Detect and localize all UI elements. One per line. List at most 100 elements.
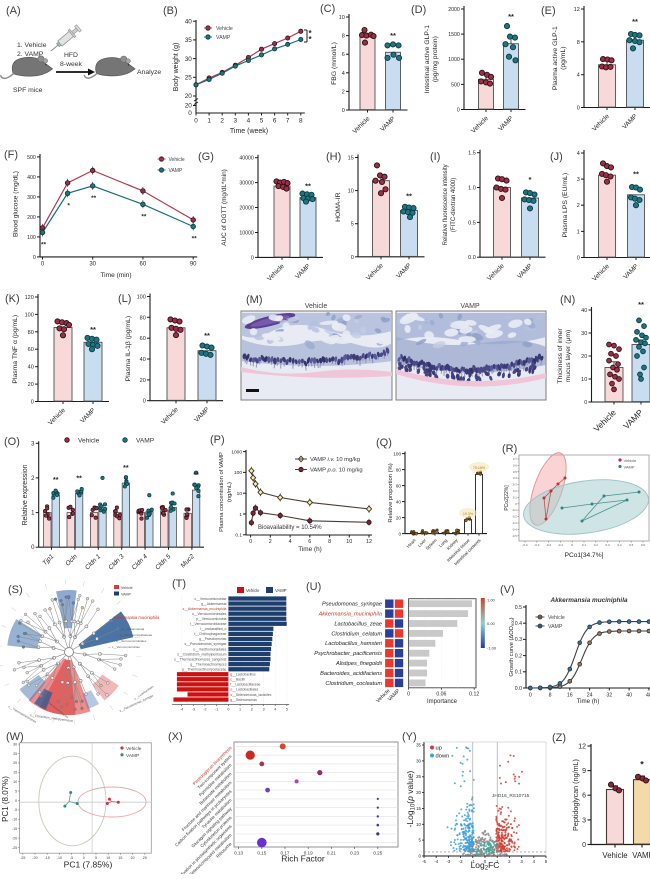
svg-text:8: 8 [328,539,331,545]
svg-text:(E): (E) [541,5,556,17]
svg-text:3: 3 [262,708,264,712]
svg-text:0.1: 0.1 [235,533,242,539]
svg-text:s__Akkermansia_muciniphila: s__Akkermansia_muciniphila [182,607,226,611]
svg-text:(R): (R) [502,443,517,455]
svg-text:0: 0 [249,539,252,545]
svg-text:(Q): (Q) [376,437,392,449]
svg-text:6: 6 [273,118,277,125]
svg-text:**: ** [53,477,59,484]
svg-text:Relative fluorescence intensit: Relative fluorescence intensity [443,164,449,245]
svg-text:Vehicle: Vehicle [305,303,328,310]
svg-text:0: 0 [31,400,34,406]
svg-text:f__Lactobacillaceae: f__Lactobacillaceae [230,683,260,687]
svg-text:0.3: 0.3 [515,637,522,643]
svg-text:— f__Verrucomicrobiaceae: — f__Verrucomicrobiaceae [116,633,153,637]
svg-text:Intestinal active GLP-1: Intestinal active GLP-1 [424,25,431,94]
svg-text:(T): (T) [172,578,186,590]
svg-text:1500: 1500 [448,32,460,38]
svg-text:PCo1[34.7%]: PCo1[34.7%] [565,552,604,559]
svg-text:12: 12 [574,7,580,13]
svg-text:0: 0 [398,531,401,536]
svg-text:s__Pseudomonas_syringae: s__Pseudomonas_syringae [185,642,227,646]
svg-text:0.2: 0.2 [513,489,517,493]
svg-text:Importance: Importance [427,699,458,705]
svg-text:-2: -2 [459,859,463,864]
svg-text:2: 2 [269,539,272,545]
svg-text:6: 6 [342,52,345,58]
svg-text:12: 12 [366,539,372,545]
svg-text:-0.4: -0.4 [522,543,528,547]
svg-text:0: 0 [407,691,410,697]
svg-text:Time (h): Time (h) [298,546,322,553]
svg-text:1: 1 [239,708,241,712]
svg-text:4: 4 [577,73,580,79]
svg-text:Vehicle: Vehicle [624,458,638,463]
svg-text:20: 20 [140,378,146,384]
svg-text:VAMP: VAMP [632,851,650,860]
svg-text:(K): (K) [5,293,20,305]
svg-text:(G): (G) [198,151,214,163]
svg-text:0.0: 0.0 [468,255,476,261]
svg-text:JHD16_RS10715: JHD16_RS10715 [492,793,530,799]
svg-text:400: 400 [27,175,36,181]
svg-text:-20: -20 [32,856,37,860]
svg-text:16: 16 [567,693,573,699]
svg-text:-0.2: -0.2 [512,515,517,519]
svg-text:Bacteroides_acidifaciens: Bacteroides_acidifaciens [320,671,382,677]
svg-text:0: 0 [15,799,17,803]
svg-text:Relative expression: Relative expression [22,464,29,525]
svg-text:(J): (J) [550,151,563,163]
svg-text:4: 4 [274,708,276,712]
svg-text:(X): (X) [168,731,183,743]
svg-text:-20: -20 [12,836,17,840]
svg-text:2: 2 [577,203,580,209]
svg-text:0: 0 [342,108,345,114]
svg-text:-4: -4 [434,859,438,864]
svg-text:0.5: 0.5 [629,543,634,547]
svg-text:10000: 10000 [239,231,254,237]
svg-text:**: ** [633,170,639,179]
svg-text:0.4: 0.4 [513,476,517,480]
svg-text:3: 3 [577,177,580,183]
svg-text:1: 1 [577,229,580,235]
svg-text:— g__Akkermansia: — g__Akkermansia [118,627,145,631]
svg-text:9: 9 [582,768,586,775]
svg-text:Plasma active GLP-1: Plasma active GLP-1 [552,26,559,90]
svg-text:60: 60 [28,347,34,353]
svg-text:**: ** [390,31,396,40]
svg-text:g__Thermoactinomyces: g__Thermoactinomyces [190,662,226,666]
svg-text:Thickness of inner: Thickness of inner [557,328,564,384]
svg-text:0: 0 [351,255,354,261]
svg-text:0: 0 [143,399,146,405]
svg-text:40: 40 [396,499,402,504]
svg-text:6: 6 [582,793,586,800]
svg-text:-25: -25 [12,846,17,850]
svg-text:10: 10 [416,822,421,827]
svg-text:-0.1: -0.1 [558,543,564,547]
svg-text:mucus layer (μm): mucus layer (μm) [565,330,572,383]
svg-text:-0.3: -0.3 [534,543,540,547]
svg-text:15: 15 [13,771,17,775]
svg-text:0.12: 0.12 [469,691,479,697]
svg-text:20: 20 [13,761,17,765]
svg-text:-0.5: -0.5 [512,534,517,538]
svg-text:-0.1: -0.1 [512,508,517,512]
svg-text:500: 500 [27,155,36,161]
svg-text:VAMP: VAMP [126,753,139,759]
svg-text:25: 25 [416,774,421,779]
svg-text:Plasma TNF α (pg/mL): Plasma TNF α (pg/mL) [12,315,19,384]
svg-text:0.5: 0.5 [515,605,522,611]
svg-text:5: 5 [15,789,17,793]
svg-text:0.2: 0.2 [594,543,599,547]
svg-text:(V): (V) [500,584,515,596]
svg-text:g__Lactobacillus: g__Lactobacillus [230,673,256,677]
svg-text:f__Chitinophagaceae: f__Chitinophagaceae [194,632,226,636]
svg-text:10: 10 [346,539,352,545]
svg-text:40: 40 [185,18,193,25]
svg-text:0.13: 0.13 [234,851,243,856]
svg-text:40000: 40000 [239,156,254,162]
svg-text:Plasma concentration of VAMP: Plasma concentration of VAMP [219,452,225,532]
svg-text:Akkermansia muciniphila: Akkermansia muciniphila [549,597,628,604]
svg-text:— o__Verrucomicrobiales: — o__Verrucomicrobiales [112,639,147,643]
svg-text:Akkermansia muciniphila: Akkermansia muciniphila [113,615,160,620]
